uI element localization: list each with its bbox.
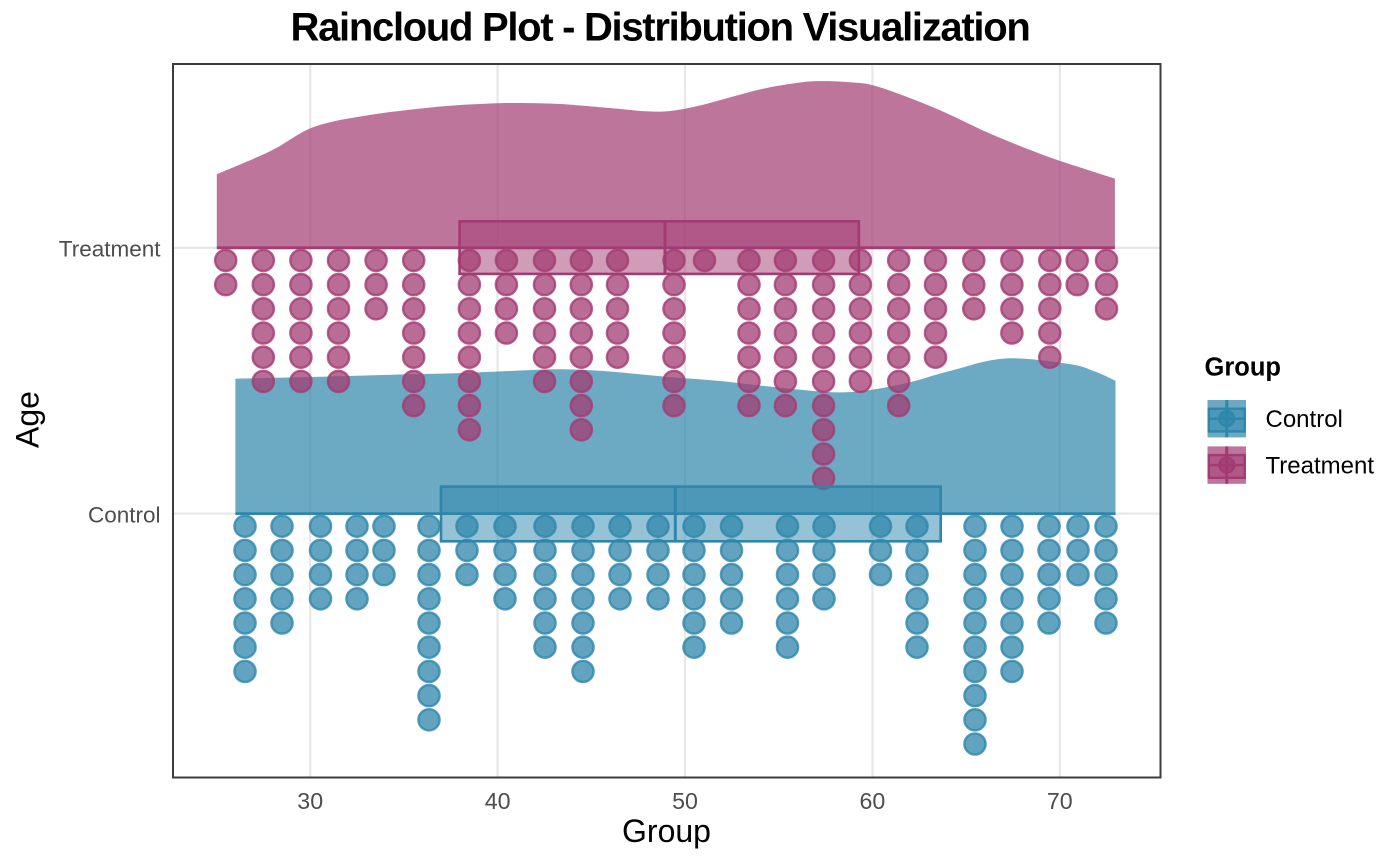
svg-text:70: 70: [1047, 788, 1073, 814]
svg-text:30: 30: [297, 788, 323, 814]
svg-text:Group: Group: [622, 813, 711, 849]
svg-text:40: 40: [485, 788, 511, 814]
svg-text:Age: Age: [10, 391, 46, 448]
svg-text:Treatment: Treatment: [1266, 453, 1375, 480]
svg-text:60: 60: [860, 788, 886, 814]
svg-text:Raincloud Plot - Distribution: Raincloud Plot - Distribution Visualizat…: [291, 5, 1030, 49]
svg-text:Control: Control: [88, 502, 161, 527]
svg-text:Control: Control: [1266, 406, 1343, 433]
svg-text:50: 50: [672, 788, 698, 814]
svg-text:Treatment: Treatment: [59, 237, 161, 262]
svg-text:Group: Group: [1205, 354, 1282, 382]
